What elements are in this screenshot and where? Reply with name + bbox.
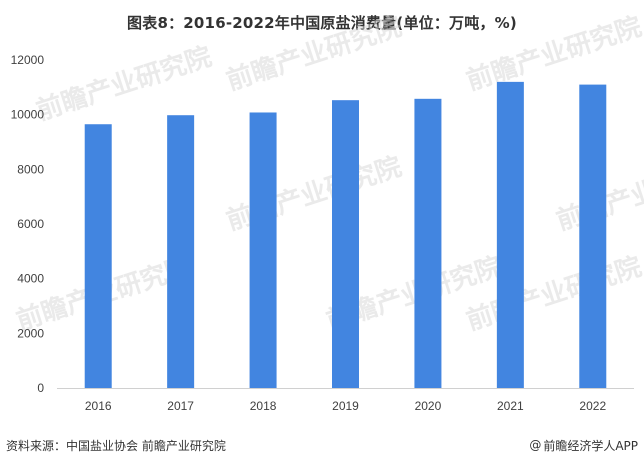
chart-title: 图表8：2016-2022年中国原盐消费量(单位：万吨，%) bbox=[127, 14, 517, 32]
y-tick-label: 4000 bbox=[17, 272, 44, 286]
bar-2016 bbox=[84, 124, 112, 388]
watermark-text: 前瞻产业研究院 bbox=[33, 41, 216, 127]
footer: 资料来源：中国盐业协会 前瞻产业研究院 @ 前瞻经济学人APP bbox=[6, 436, 638, 454]
bar-2020 bbox=[414, 98, 442, 389]
y-tick-label: 6000 bbox=[17, 217, 44, 231]
bar-2022 bbox=[579, 84, 607, 388]
x-tick-label: 2019 bbox=[332, 399, 359, 413]
y-axis-ticks: 0 2000 4000 6000 8000 10000 12000 bbox=[11, 53, 45, 395]
source-note: 资料来源：中国盐业协会 前瞻产业研究院 bbox=[6, 438, 226, 453]
credit-text: 前瞻经济学人APP bbox=[543, 438, 638, 453]
y-tick-label: 12000 bbox=[11, 53, 45, 67]
y-tick-label: 2000 bbox=[17, 326, 44, 340]
credit: @ 前瞻经济学人APP bbox=[529, 437, 638, 454]
x-tick-label: 2016 bbox=[85, 399, 112, 413]
bar-2021 bbox=[496, 81, 524, 388]
watermark-text: 前瞻产业研究院 bbox=[463, 11, 644, 97]
x-tick-label: 2017 bbox=[167, 399, 194, 413]
y-tick-label: 0 bbox=[37, 381, 44, 395]
watermark-text: 前瞻产业研究院 bbox=[223, 11, 406, 97]
bar-2017 bbox=[167, 115, 195, 389]
x-tick-label: 2022 bbox=[579, 399, 606, 413]
at-symbol: @ bbox=[529, 438, 542, 452]
x-tick-label: 2018 bbox=[250, 399, 277, 413]
bar-2019 bbox=[332, 100, 359, 389]
y-tick-label: 10000 bbox=[11, 108, 45, 122]
bar-2018 bbox=[249, 112, 277, 388]
x-tick-label: 2021 bbox=[497, 399, 524, 413]
x-axis-ticks: 2016 2017 2018 2019 2020 2021 2022 bbox=[85, 399, 607, 413]
x-tick-label: 2020 bbox=[415, 399, 442, 413]
y-tick-label: 8000 bbox=[17, 162, 44, 176]
bar-series bbox=[84, 81, 607, 389]
bar-chart: 前瞻产业研究院 前瞻产业研究院前瞻产业研究院前瞻产业研究院前瞻产业研究院前瞻产业研… bbox=[11, 11, 644, 413]
